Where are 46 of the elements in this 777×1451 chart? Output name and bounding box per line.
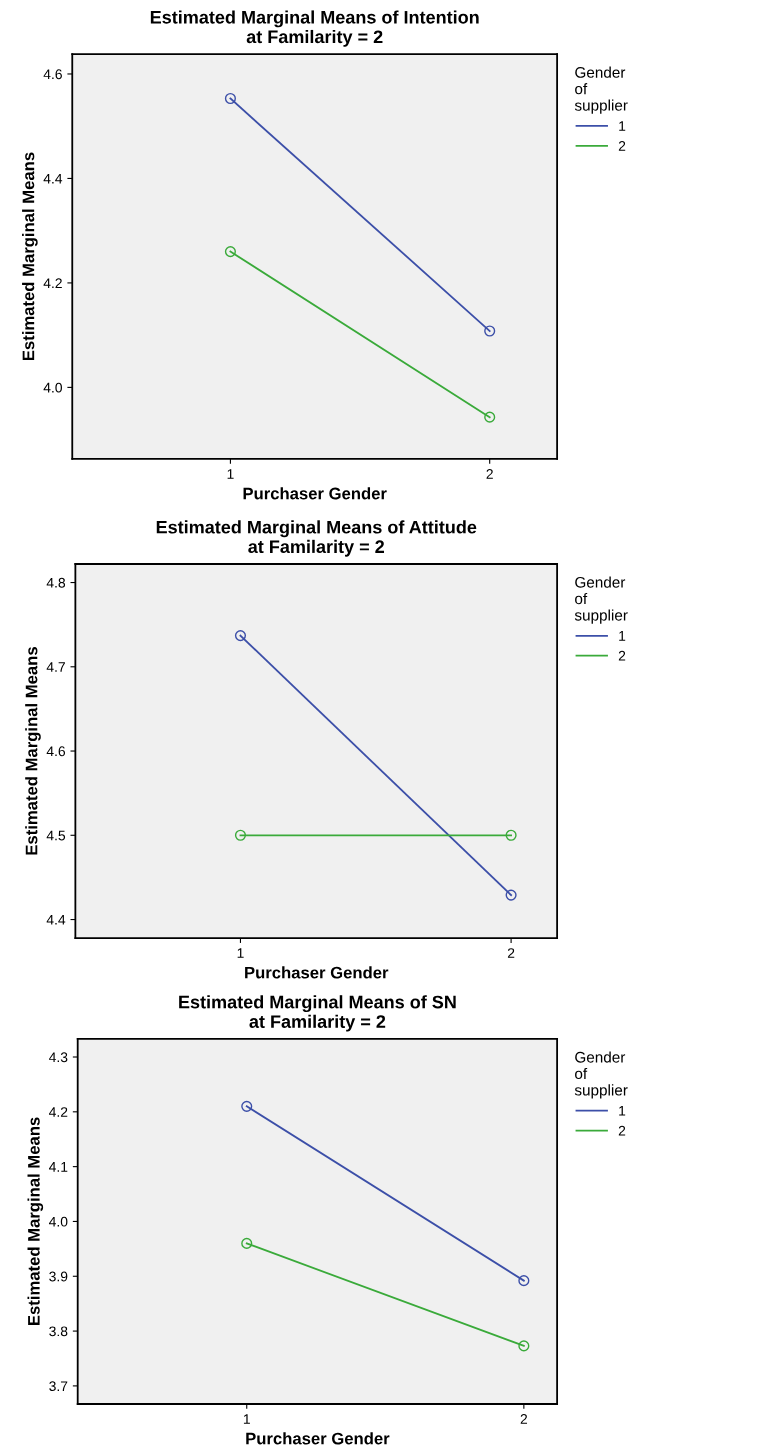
point <box>518 1340 530 1352</box>
point <box>505 829 517 841</box>
y-tick-label: 4.8 <box>46 577 66 588</box>
point <box>505 889 517 901</box>
point <box>234 829 247 841</box>
y-tick-label: 4.7 <box>46 662 65 672</box>
legend-title: Gender of supplier <box>574 576 628 624</box>
chart-title: Estimated Marginal Means of Intention at Familarity = 2 <box>150 10 479 47</box>
y-axis-title: Estimated Marginal Means <box>27 1117 44 1325</box>
x-axis-title: Purchaser Gender <box>246 1432 390 1445</box>
y-tick-label: 4.1 <box>48 1162 68 1172</box>
y-tick-label: 4.5 <box>46 830 66 841</box>
y-tick-label: 4.0 <box>48 1216 68 1227</box>
y-axis-title: Estimated Marginal Means <box>22 152 38 361</box>
legend-label: 1 <box>619 121 626 131</box>
y-tick-label: 4.0 <box>43 382 62 393</box>
legend-title: Gender of supplier <box>574 1051 628 1099</box>
y-tick-label: 4.4 <box>46 915 66 925</box>
y-tick-label: 4.2 <box>43 278 62 288</box>
legend-label: 1 <box>619 631 626 641</box>
y-tick-label: 4.4 <box>43 173 63 184</box>
point <box>234 630 247 642</box>
y-tick-label: 4.3 <box>48 1052 68 1063</box>
y-tick-label: 3.8 <box>49 1326 68 1337</box>
point <box>224 246 236 258</box>
y-tick-label: 3.7 <box>49 1381 68 1392</box>
legend-label: 2 <box>618 1125 626 1136</box>
x-axis-title: Purchaser Gender <box>243 487 387 500</box>
y-tick-label: 4.6 <box>46 746 66 757</box>
chart-title: Estimated Marginal Means of Attitude at Familarity = 2 <box>156 520 477 557</box>
point <box>484 411 496 423</box>
legend-label: 2 <box>618 650 626 661</box>
chart-title: Estimated Marginal Means of SN at Familarity = 2 <box>179 995 456 1032</box>
y-tick-label: 3.9 <box>49 1271 68 1282</box>
x-axis-title: Purchaser Gender <box>245 966 389 979</box>
point <box>241 1237 253 1249</box>
y-axis-title: Estimated Marginal Means <box>25 647 41 855</box>
legend-title: Gender of supplier <box>574 66 628 114</box>
y-tick-label: 4.6 <box>43 69 62 80</box>
legend-label: 2 <box>618 140 626 151</box>
point <box>518 1275 530 1287</box>
legend-label: 1 <box>619 1106 626 1116</box>
point <box>224 92 236 105</box>
y-tick-label: 4.2 <box>48 1107 68 1117</box>
point <box>484 325 496 337</box>
point <box>241 1100 253 1112</box>
